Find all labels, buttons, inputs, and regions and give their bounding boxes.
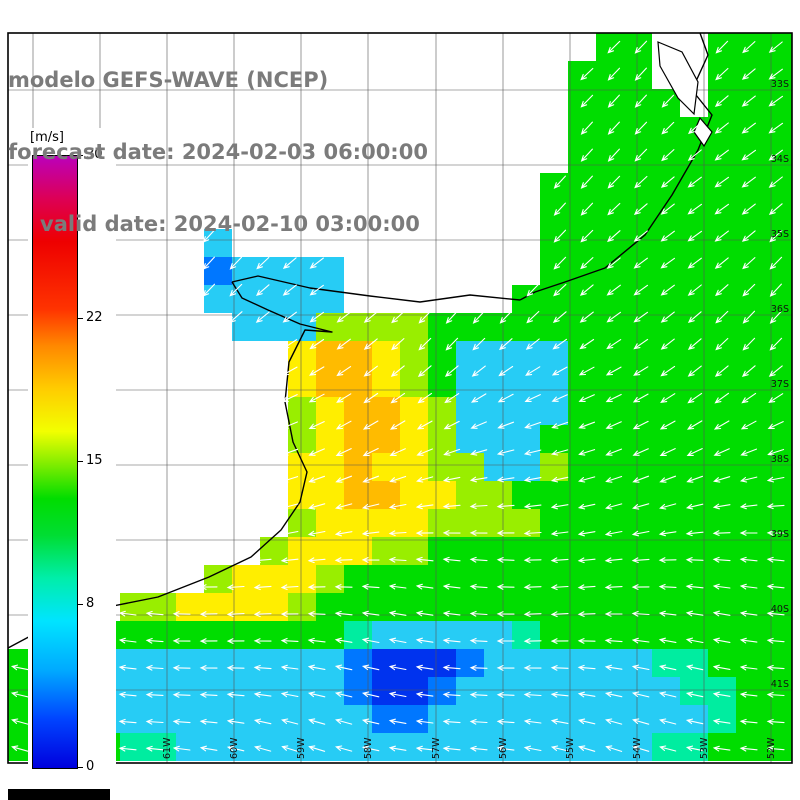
- lat-labels: 33S 34S 35S 36S 37S 38S 39S 40S 41S: [771, 79, 789, 690]
- colorbar-tick-mark: [77, 461, 83, 462]
- svg-text:36S: 36S: [771, 304, 789, 315]
- svg-text:34S: 34S: [771, 154, 789, 165]
- svg-text:56W: 56W: [498, 737, 509, 759]
- svg-text:41S: 41S: [771, 679, 789, 690]
- svg-text:39S: 39S: [771, 529, 789, 540]
- svg-text:38S: 38S: [771, 454, 789, 465]
- svg-text:37S: 37S: [771, 379, 789, 390]
- colorbar-tick-label: 8: [86, 595, 95, 611]
- svg-text:54W: 54W: [632, 737, 643, 759]
- svg-text:60W: 60W: [229, 737, 240, 759]
- valid-date: valid date: 2024-02-10 03:00:00: [40, 212, 420, 236]
- svg-text:55W: 55W: [565, 737, 576, 759]
- footer-black-bar: [8, 789, 110, 800]
- colorbar-tick-mark: [77, 767, 83, 768]
- colorbar-tick-label: 30: [86, 147, 103, 162]
- svg-text:59W: 59W: [296, 737, 307, 759]
- svg-text:40S: 40S: [771, 604, 789, 615]
- colorbar-tick-label: 0: [86, 759, 95, 774]
- map-frame: [7, 32, 793, 764]
- svg-text:58W: 58W: [363, 737, 374, 759]
- colorbar-panel: [m/s] 30 22 15 8 0: [28, 128, 116, 784]
- colorbar-tick-label: 22: [86, 310, 103, 326]
- colorbar-unit-label: [m/s]: [30, 130, 64, 145]
- svg-text:57W: 57W: [431, 737, 442, 759]
- wind-arrows: [10, 40, 785, 752]
- header: modelo GEFS-WAVE (NCEP) forecast date: 2…: [8, 20, 428, 284]
- svg-text:52W: 52W: [766, 737, 777, 759]
- colorbar-tick-mark: [77, 155, 83, 156]
- colorbar-tick-mark: [77, 603, 83, 605]
- model-title: modelo GEFS-WAVE (NCEP): [8, 68, 329, 92]
- forecast-date: forecast date: 2024-02-03 06:00:00: [8, 140, 428, 164]
- svg-text:61W: 61W: [162, 737, 173, 759]
- colorbar-tick-label: 15: [86, 453, 103, 468]
- svg-text:35S: 35S: [771, 229, 789, 240]
- svg-text:33S: 33S: [771, 79, 789, 90]
- svg-text:53W: 53W: [699, 737, 710, 759]
- colorbar-gradient: [32, 155, 78, 769]
- colorbar-tick-mark: [77, 318, 83, 320]
